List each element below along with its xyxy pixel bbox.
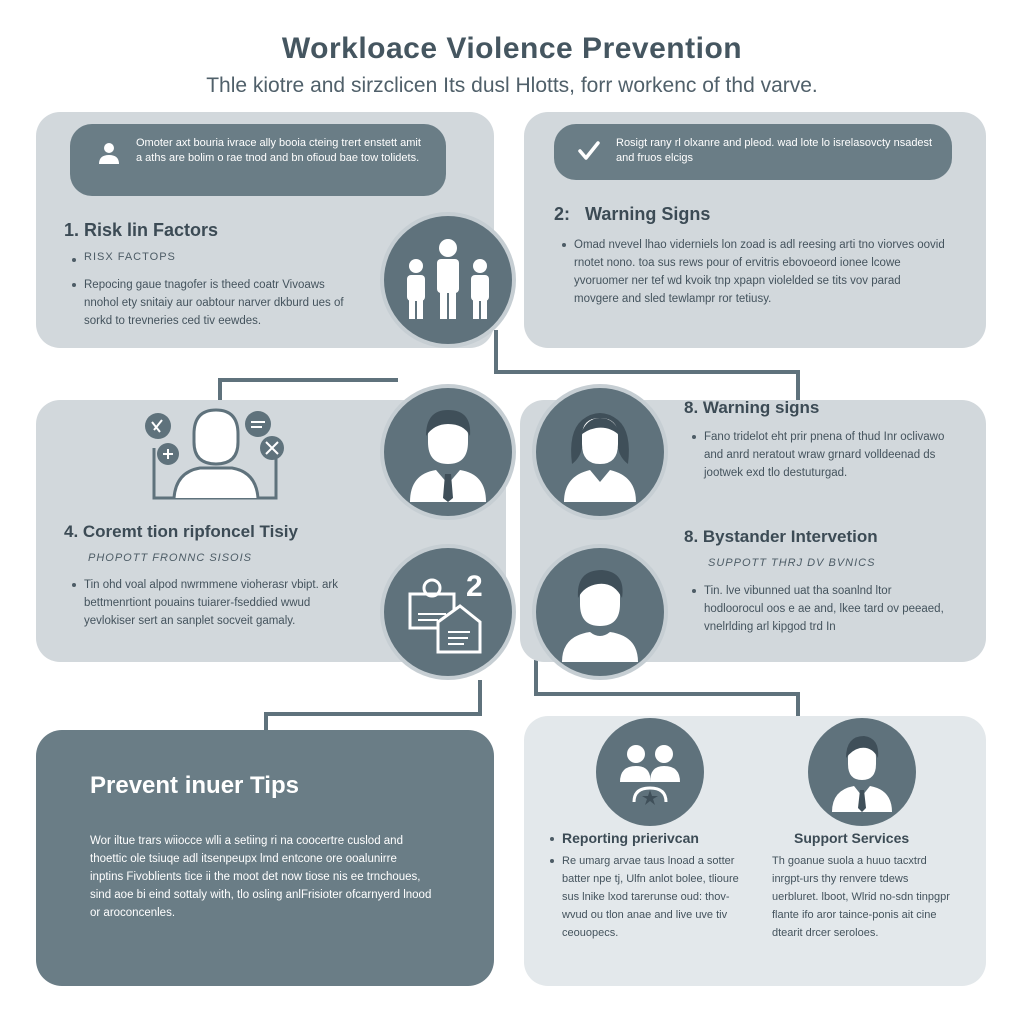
current-tips-subitem: PHOPOTT FRONNC SISOIS bbox=[88, 552, 253, 564]
current-tips-heading: 4. Coremt tion ripfoncel Tisiy bbox=[64, 522, 298, 541]
bullet bbox=[692, 589, 696, 593]
warning-signs-heading: 2: Warning Signs bbox=[554, 204, 711, 224]
support-services-heading: Support Services bbox=[794, 830, 910, 846]
check-pill-text: Rosigt rany rl olxanre and pleod. wad lo… bbox=[616, 137, 933, 164]
connector-line bbox=[218, 378, 398, 382]
risk-factors-heading: 1. Risk lin Factors bbox=[64, 220, 219, 240]
intro-pill-text: Omoter axt bouria ivrace ally booia ctei… bbox=[136, 137, 421, 164]
man-avatar-icon bbox=[410, 410, 486, 502]
warning-signs-2-body: Fano tridelot eht prir pnena of thud Inr… bbox=[704, 431, 945, 479]
report-icon-circle: 2 bbox=[380, 544, 516, 680]
reporting-heading: Reporting prierivcan bbox=[562, 830, 699, 846]
check-pill: Rosigt rany rl olxanre and pleod. wad lo… bbox=[554, 124, 952, 180]
connector-line bbox=[796, 370, 800, 400]
connector-line bbox=[264, 712, 268, 732]
connector-line bbox=[264, 712, 482, 716]
list-item: RISX FACTOPS bbox=[72, 251, 352, 263]
risk-factors-subitem: RISX FACTOPS bbox=[84, 251, 176, 263]
list-item: Tin ohd voal alpod nwrmmene vioherasr vb… bbox=[72, 576, 348, 630]
group-icon bbox=[407, 239, 489, 319]
list-item: Repocing gaue tnagofer is theed coatr Vi… bbox=[72, 276, 352, 330]
bullet bbox=[550, 837, 554, 841]
page-title: Workloace Violence Prevention bbox=[281, 32, 743, 65]
connector-line bbox=[218, 378, 222, 408]
connector-line bbox=[534, 660, 538, 696]
two-people-icon bbox=[620, 745, 680, 805]
bystander-body: Tin. lve vibunned uat tha soanlnd ltor h… bbox=[704, 585, 944, 633]
intro-pill: Omoter axt bouria ivrace ally booia ctei… bbox=[70, 124, 446, 196]
badge-number: 2 bbox=[466, 570, 483, 603]
connector-line bbox=[796, 692, 800, 718]
warning-signs-body: Omad nvevel lhao viderniels lon zoad is … bbox=[574, 239, 945, 305]
person-with-tools-icon bbox=[145, 408, 284, 500]
support-services-circle bbox=[808, 718, 916, 826]
list-item: Re umarg arvae taus lnoad a sotter batte… bbox=[550, 852, 740, 942]
bystander-subitem: SUPPOTT THRJ DV BVNICS bbox=[708, 557, 876, 569]
connector-line bbox=[478, 680, 482, 716]
reporting-body: Re umarg arvae taus lnoad a sotter batte… bbox=[562, 855, 739, 939]
bullet bbox=[72, 258, 76, 262]
support-avatar-icon bbox=[562, 570, 638, 662]
businessman-icon bbox=[832, 736, 892, 812]
support-services-body: Th goanue suola a huuo tacxtrd inrgpt-ur… bbox=[772, 855, 950, 939]
man-avatar-circle bbox=[380, 384, 516, 520]
reporting-support-panel bbox=[524, 716, 986, 986]
bullet bbox=[72, 583, 76, 587]
bullet bbox=[72, 283, 76, 287]
connector-line bbox=[494, 330, 498, 374]
group-icon-circle bbox=[380, 212, 516, 348]
bullet bbox=[562, 243, 566, 247]
prevention-tips-body: Wor iltue trars wiiocce wlli a setiing r… bbox=[90, 835, 432, 919]
list-item: Reporting prierivcan bbox=[550, 830, 750, 846]
bystander-heading: 8. Bystander Intervetion bbox=[684, 527, 878, 546]
report-document-icon bbox=[408, 578, 482, 654]
bullet bbox=[550, 859, 554, 863]
list-item: Fano tridelot eht prir pnena of thud Inr… bbox=[692, 428, 954, 482]
prevention-tips-heading: Prevent inuer Tips bbox=[90, 772, 299, 799]
support-avatar-circle bbox=[532, 544, 668, 680]
prevention-tips-panel bbox=[36, 730, 494, 986]
connector-line bbox=[534, 692, 800, 696]
risk-factors-body: Repocing gaue tnagofer is theed coatr Vi… bbox=[84, 279, 344, 327]
list-item: Tin. lve vibunned uat tha soanlnd ltor h… bbox=[692, 582, 954, 636]
woman-avatar-circle bbox=[532, 384, 668, 520]
page-subtitle: Thle kiotre and sirzclicen Its dusl Hlot… bbox=[206, 74, 818, 97]
connector-line bbox=[494, 370, 800, 374]
current-tips-body: Tin ohd voal alpod nwrmmene vioherasr vb… bbox=[84, 579, 338, 627]
list-item: Omad nvevel lhao viderniels lon zoad is … bbox=[562, 236, 948, 308]
reporting-icon-circle bbox=[596, 718, 704, 826]
checkmark-icon bbox=[578, 141, 600, 160]
person-icon bbox=[99, 143, 119, 164]
bullet bbox=[692, 435, 696, 439]
warning-signs-2-heading: 8. Warning signs bbox=[684, 398, 820, 417]
woman-avatar-icon bbox=[564, 413, 636, 502]
